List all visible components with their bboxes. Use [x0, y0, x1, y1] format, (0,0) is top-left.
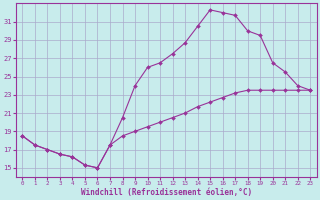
X-axis label: Windchill (Refroidissement éolien,°C): Windchill (Refroidissement éolien,°C): [81, 188, 252, 197]
